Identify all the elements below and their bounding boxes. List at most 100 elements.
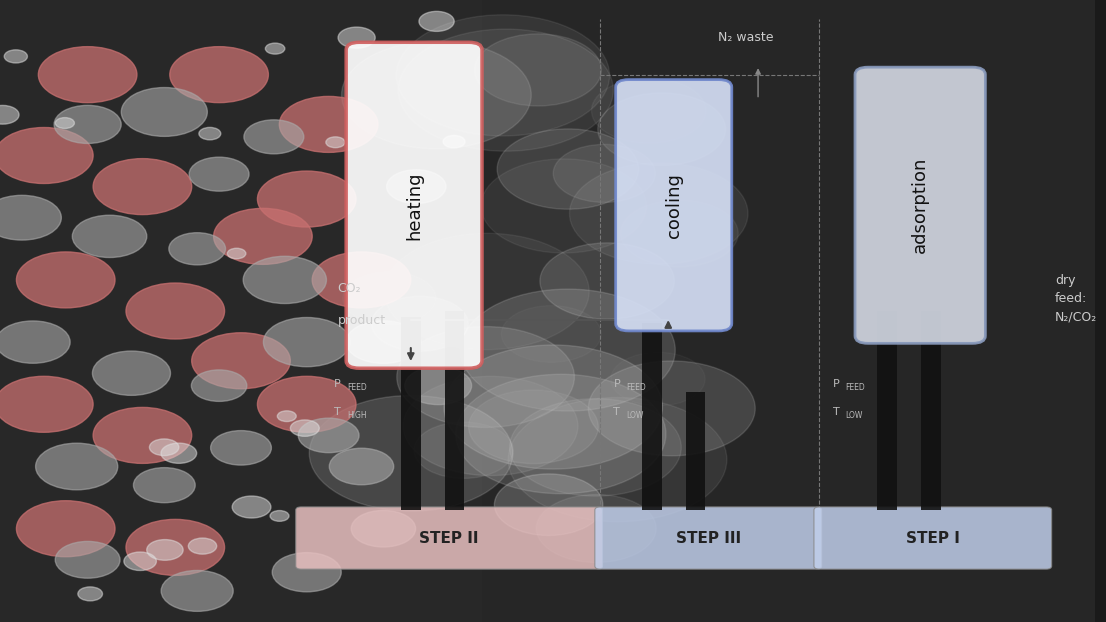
- Circle shape: [460, 289, 676, 411]
- Circle shape: [161, 570, 233, 611]
- Circle shape: [291, 420, 320, 436]
- Circle shape: [228, 248, 246, 259]
- Circle shape: [588, 361, 755, 456]
- Circle shape: [404, 376, 578, 476]
- Bar: [877, 311, 897, 510]
- Circle shape: [405, 367, 471, 404]
- Circle shape: [232, 496, 271, 518]
- Circle shape: [444, 345, 662, 469]
- Circle shape: [0, 105, 19, 124]
- Circle shape: [93, 407, 191, 463]
- Circle shape: [397, 327, 574, 427]
- Circle shape: [191, 333, 290, 389]
- Circle shape: [55, 541, 121, 578]
- Circle shape: [272, 553, 342, 592]
- Bar: [641, 323, 661, 510]
- Circle shape: [456, 374, 666, 494]
- Circle shape: [343, 272, 436, 325]
- Circle shape: [481, 159, 647, 253]
- Bar: [686, 392, 706, 510]
- Circle shape: [188, 538, 217, 554]
- Text: cooling: cooling: [665, 173, 682, 238]
- Circle shape: [122, 88, 207, 136]
- Text: LOW: LOW: [846, 411, 863, 419]
- Circle shape: [4, 50, 28, 63]
- Circle shape: [17, 501, 115, 557]
- Circle shape: [258, 171, 356, 227]
- Circle shape: [497, 129, 638, 209]
- Circle shape: [278, 411, 296, 422]
- Circle shape: [474, 34, 602, 106]
- Text: CO₂: CO₂: [337, 282, 361, 295]
- Text: FEED: FEED: [347, 383, 367, 391]
- Circle shape: [147, 539, 184, 560]
- Circle shape: [39, 47, 137, 103]
- Text: HIGH: HIGH: [347, 411, 367, 419]
- Circle shape: [126, 283, 225, 339]
- Circle shape: [346, 321, 421, 363]
- Circle shape: [72, 215, 147, 258]
- Circle shape: [352, 511, 416, 547]
- Text: T: T: [833, 407, 839, 417]
- Text: FEED: FEED: [846, 383, 866, 391]
- Circle shape: [77, 587, 103, 601]
- Circle shape: [124, 552, 156, 570]
- Circle shape: [244, 120, 304, 154]
- Circle shape: [570, 163, 748, 264]
- Circle shape: [299, 418, 359, 453]
- Text: dry
feed:
N₂/CO₂: dry feed: N₂/CO₂: [1055, 274, 1097, 323]
- Circle shape: [597, 93, 726, 165]
- Circle shape: [199, 128, 221, 140]
- Circle shape: [508, 397, 727, 522]
- Circle shape: [134, 468, 195, 503]
- Bar: [0, 0, 482, 622]
- Circle shape: [258, 376, 356, 432]
- Circle shape: [387, 170, 446, 203]
- Circle shape: [0, 128, 93, 183]
- Circle shape: [243, 256, 326, 304]
- Text: product: product: [337, 313, 386, 327]
- Circle shape: [17, 252, 115, 308]
- Circle shape: [161, 443, 197, 463]
- Circle shape: [189, 157, 249, 191]
- Circle shape: [326, 137, 345, 147]
- Circle shape: [501, 305, 602, 362]
- Text: adsorption: adsorption: [911, 157, 929, 253]
- Circle shape: [126, 519, 225, 575]
- FancyBboxPatch shape: [814, 507, 1052, 569]
- Text: T: T: [334, 407, 341, 417]
- Circle shape: [338, 27, 375, 48]
- Circle shape: [0, 195, 61, 240]
- Circle shape: [398, 29, 614, 151]
- Circle shape: [93, 351, 170, 396]
- Circle shape: [419, 11, 455, 31]
- Text: FEED: FEED: [627, 383, 646, 391]
- Text: P: P: [833, 379, 839, 389]
- Circle shape: [213, 208, 312, 264]
- Circle shape: [396, 15, 609, 136]
- FancyBboxPatch shape: [616, 80, 732, 331]
- Circle shape: [35, 443, 117, 490]
- Text: STEP III: STEP III: [676, 531, 741, 545]
- Circle shape: [191, 370, 247, 401]
- FancyBboxPatch shape: [295, 507, 603, 569]
- Circle shape: [210, 430, 271, 465]
- FancyBboxPatch shape: [855, 67, 985, 343]
- Text: heating: heating: [405, 171, 424, 239]
- Circle shape: [265, 43, 285, 54]
- Circle shape: [169, 233, 226, 265]
- Bar: [921, 311, 941, 510]
- Text: STEP II: STEP II: [419, 531, 479, 545]
- Text: P: P: [334, 379, 341, 389]
- Text: STEP I: STEP I: [906, 531, 960, 545]
- Circle shape: [553, 144, 656, 202]
- Circle shape: [149, 439, 179, 455]
- Circle shape: [494, 474, 603, 536]
- Circle shape: [280, 96, 378, 152]
- Bar: [482, 0, 1095, 622]
- Text: N₂ waste: N₂ waste: [718, 31, 773, 44]
- Circle shape: [372, 296, 468, 351]
- Circle shape: [469, 390, 598, 463]
- Circle shape: [620, 200, 738, 267]
- Circle shape: [54, 105, 122, 144]
